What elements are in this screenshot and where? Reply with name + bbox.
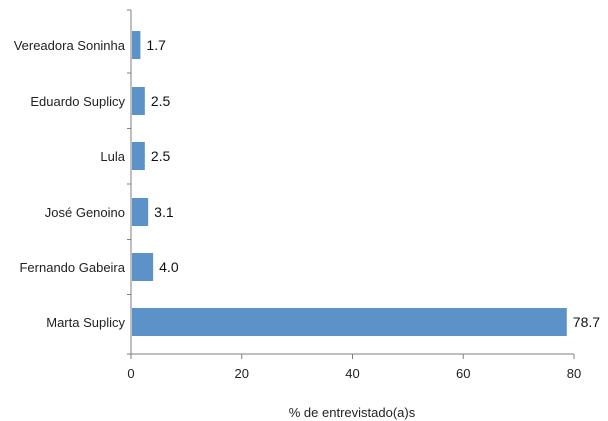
x-tick-label: 0 [127,366,134,381]
category-labels: Vereadora Soninha Eduardo Suplicy Lula José… [14,38,126,330]
value-label-marta-suplicy: 78.7 [573,314,600,330]
value-label-vereadora-soninha: 1.7 [146,37,166,53]
x-tick-label: 80 [567,366,581,381]
value-label-jose-genoino: 3.1 [154,204,174,220]
value-labels: 1.7 2.5 2.5 3.1 4.0 78.7 [146,37,600,330]
x-axis-ticks: 0 20 40 60 80 [127,9,581,381]
x-tick-label: 40 [345,366,359,381]
x-axis-title: % de entrevistado(a)s [289,405,416,420]
x-tick-label: 60 [456,366,470,381]
category-label-marta-suplicy: Marta Suplicy [46,315,125,330]
bar-eduardo-suplicy [132,87,145,115]
bar-lula [132,142,145,170]
bar-marta-suplicy [132,308,567,336]
bars-group [132,31,567,336]
bar-vereadora-soninha [132,31,141,59]
value-label-lula: 2.5 [151,148,171,164]
bar-jose-genoino [132,198,149,226]
bar-fernando-gabeira [132,253,154,281]
value-label-eduardo-suplicy: 2.5 [151,93,171,109]
category-label-vereadora-soninha: Vereadora Soninha [14,38,126,53]
category-label-jose-genoino: José Genoino [45,205,125,220]
category-label-fernando-gabeira: Fernando Gabeira [19,260,125,275]
x-tick-label: 20 [235,366,249,381]
category-label-lula: Lula [100,149,125,164]
category-label-eduardo-suplicy: Eduardo Suplicy [30,94,125,109]
value-label-fernando-gabeira: 4.0 [159,259,179,275]
